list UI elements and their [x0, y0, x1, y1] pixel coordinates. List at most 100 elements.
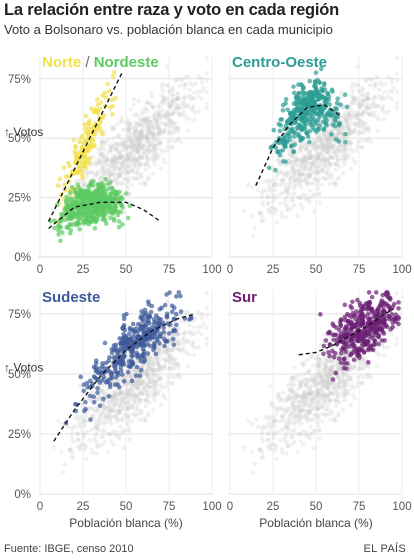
- background-point: [148, 149, 153, 154]
- background-point: [105, 157, 110, 163]
- background-point: [303, 147, 308, 152]
- background-point: [108, 149, 114, 154]
- background-point: [130, 156, 135, 161]
- background-point: [350, 385, 355, 390]
- data-point-norte: [93, 108, 99, 114]
- background-point: [172, 98, 178, 103]
- background-point: [111, 158, 116, 163]
- background-point: [132, 136, 137, 142]
- background-point: [139, 142, 144, 148]
- data-point-nordeste: [93, 219, 99, 225]
- background-point: [329, 411, 334, 416]
- background-point: [115, 416, 121, 421]
- background-point: [335, 153, 340, 158]
- background-point: [150, 126, 156, 132]
- data-point-centro-oeste: [290, 126, 295, 132]
- background-point: [301, 362, 306, 368]
- background-point: [153, 143, 159, 149]
- background-point: [147, 124, 152, 129]
- background-point: [177, 105, 183, 111]
- background-point: [167, 89, 173, 94]
- background-point: [162, 128, 167, 133]
- background-point: [104, 158, 110, 163]
- background-point: [148, 119, 154, 125]
- background-point: [156, 388, 162, 393]
- background-point: [152, 121, 157, 127]
- background-point: [343, 156, 348, 161]
- background-point: [101, 168, 106, 174]
- data-point-nordeste: [108, 180, 113, 185]
- background-point: [312, 145, 318, 151]
- background-point: [301, 172, 307, 177]
- data-point-nordeste: [67, 190, 73, 195]
- background-point: [160, 156, 166, 162]
- background-point: [109, 163, 114, 168]
- background-point: [185, 128, 190, 133]
- background-point: [310, 181, 315, 186]
- background-point: [139, 145, 145, 150]
- background-point: [108, 148, 113, 153]
- data-point-sudeste: [171, 327, 177, 332]
- background-point: [103, 412, 108, 418]
- background-point: [128, 122, 133, 127]
- background-point: [181, 336, 187, 341]
- background-point: [133, 176, 139, 182]
- background-point: [344, 378, 349, 383]
- data-point-nordeste: [84, 196, 89, 201]
- data-point-centro-oeste: [268, 145, 274, 150]
- data-point-centro-oeste: [311, 92, 316, 98]
- background-point: [163, 113, 169, 119]
- background-point: [110, 157, 116, 162]
- background-point: [353, 122, 358, 127]
- data-point-centro-oeste: [317, 80, 323, 85]
- data-point-norte: [71, 137, 76, 143]
- background-point: [112, 165, 117, 170]
- background-point: [135, 149, 141, 154]
- background-point: [153, 156, 158, 161]
- background-point: [349, 84, 354, 89]
- background-point: [125, 389, 130, 394]
- x-tick-label: 25: [267, 501, 280, 513]
- background-point: [134, 150, 140, 155]
- data-point-centro-oeste: [306, 91, 312, 96]
- data-point-centro-oeste: [329, 87, 335, 93]
- background-point: [158, 130, 163, 136]
- background-point: [109, 165, 114, 171]
- background-point: [108, 172, 113, 177]
- background-point: [320, 175, 325, 181]
- data-point-sudeste: [148, 309, 154, 315]
- background-point: [98, 152, 103, 157]
- background-point: [139, 146, 145, 151]
- data-point-norte: [83, 165, 89, 171]
- background-point: [126, 428, 132, 433]
- background-point: [199, 80, 204, 85]
- background-point: [296, 163, 301, 169]
- background-point: [190, 82, 195, 88]
- data-point-nordeste: [111, 190, 117, 195]
- background-point: [152, 137, 157, 142]
- data-point-centro-oeste: [321, 127, 326, 133]
- background-point: [135, 113, 141, 119]
- background-point: [175, 126, 181, 132]
- background-point: [199, 96, 204, 102]
- background-point: [280, 397, 285, 402]
- background-point: [187, 87, 192, 93]
- background-point: [116, 157, 121, 162]
- background-point: [145, 116, 150, 122]
- data-point-centro-oeste: [293, 99, 299, 105]
- background-point: [174, 92, 179, 97]
- background-point: [301, 408, 307, 414]
- data-point-norte: [76, 139, 82, 144]
- background-point: [90, 169, 95, 175]
- background-point: [125, 151, 130, 156]
- background-point: [166, 82, 171, 88]
- background-point: [323, 407, 329, 412]
- background-point: [124, 157, 129, 162]
- background-point: [181, 110, 186, 115]
- background-point: [359, 374, 364, 379]
- background-point: [149, 102, 154, 107]
- background-point: [87, 437, 93, 443]
- background-point: [132, 126, 137, 131]
- background-point: [165, 110, 170, 116]
